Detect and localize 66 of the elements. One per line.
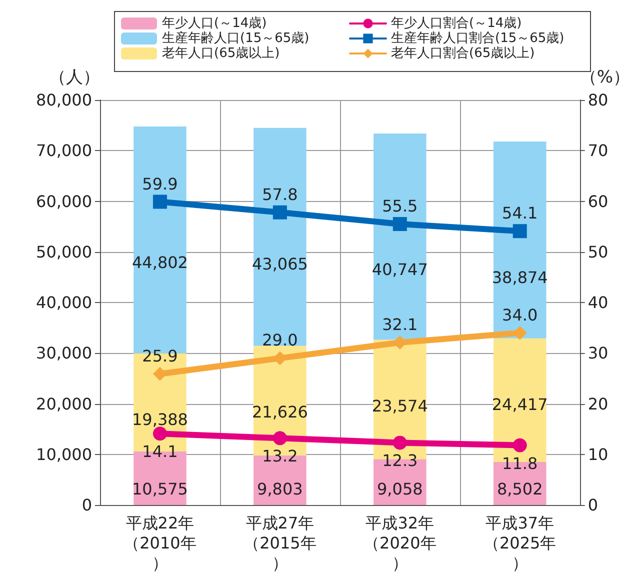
point <box>512 224 527 238</box>
data-label: 10,575 <box>132 480 188 498</box>
y-tick-label: 50,000 <box>36 242 92 262</box>
y2-tick-label: 30 <box>588 344 608 363</box>
y-tick-label: 30,000 <box>36 344 92 363</box>
y-tick-label: 40,000 <box>36 293 92 312</box>
point <box>152 194 167 209</box>
point <box>272 431 287 446</box>
y-tick-label: 80,000 <box>36 90 92 110</box>
x-tick-label: 平成22年（2010年） <box>124 514 196 572</box>
data-label: 23,574 <box>372 396 428 416</box>
y2-tick-label: 80 <box>588 90 608 110</box>
legend-label: 年少人口(～14歳) <box>162 16 267 31</box>
data-label: 13.2 <box>262 446 298 466</box>
data-label: 54.1 <box>502 204 538 223</box>
point <box>152 426 167 441</box>
bar <box>254 128 306 346</box>
legend-label: 老年人口割合(65歳以上) <box>391 46 535 61</box>
data-label: 44,802 <box>132 253 188 272</box>
y2-tick-label: 20 <box>588 394 608 414</box>
data-label: 59.9 <box>142 174 178 194</box>
y-tick-label: 0 <box>82 496 92 514</box>
data-label: 40,747 <box>372 260 428 280</box>
data-label: 12.3 <box>382 451 418 470</box>
x-tick-label: 平成27年（2015年） <box>244 514 316 572</box>
y-tick-label: 20,000 <box>36 394 92 414</box>
point <box>272 205 287 220</box>
point <box>392 217 407 232</box>
data-label: 11.8 <box>502 454 538 473</box>
y2-tick-label: 50 <box>588 242 608 262</box>
data-label: 14.1 <box>142 442 178 462</box>
data-label: 8,502 <box>496 480 543 498</box>
data-label: 57.8 <box>262 184 298 204</box>
data-label: 55.5 <box>382 196 418 216</box>
data-label: 43,065 <box>252 254 308 274</box>
y-tick-label: 10,000 <box>36 444 92 464</box>
x-tick-label: 平成32年（2020年） <box>364 514 436 572</box>
y-tick-label: 60,000 <box>36 192 92 211</box>
data-label: 25.9 <box>142 346 178 366</box>
legend-label: 生産年齢人口(15～65歳) <box>162 30 310 46</box>
y2-axis-title: （%） <box>580 68 630 88</box>
data-label: 38,874 <box>492 268 548 288</box>
y-tick-label: 70,000 <box>36 141 92 160</box>
data-label: 21,626 <box>252 402 308 422</box>
legend-label: 老年人口(65歳以上) <box>162 46 280 61</box>
data-label: 32.1 <box>382 314 418 334</box>
bar <box>493 142 546 338</box>
data-label: 24,417 <box>492 394 548 414</box>
legend-label: 年少人口割合(～14歳) <box>391 16 522 31</box>
y2-tick-label: 40 <box>588 293 608 312</box>
data-label: 9,058 <box>377 480 423 498</box>
y2-tick-label: 10 <box>588 444 608 464</box>
data-label: 9,803 <box>257 480 303 498</box>
legend-label: 生産年齢人口割合(15～65歳) <box>391 30 564 46</box>
point <box>392 436 407 450</box>
data-label: 34.0 <box>502 305 538 324</box>
bar <box>374 134 426 340</box>
x-tick-label: 平成37年（2025年） <box>484 514 556 572</box>
y2-tick-label: 60 <box>588 192 608 211</box>
data-label: 29.0 <box>262 330 298 350</box>
point <box>152 366 167 381</box>
y2-tick-label: 0 <box>588 496 598 514</box>
y2-tick-label: 70 <box>588 141 608 160</box>
point <box>512 438 527 452</box>
data-label: 19,388 <box>132 410 188 429</box>
y-axis-title: （人） <box>49 68 100 88</box>
